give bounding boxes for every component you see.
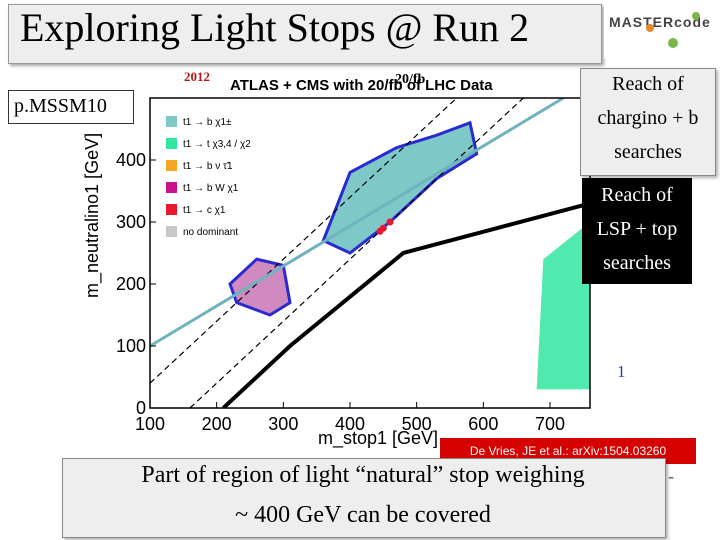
callout-line: Reach of	[601, 184, 673, 206]
best-fit-point	[376, 227, 384, 235]
legend-swatch	[166, 226, 177, 237]
y-axis-ticks: 0 100 200 300 400	[116, 150, 156, 418]
legend-label: t1 → b W χ1	[183, 183, 239, 194]
y-tick-label: 300	[116, 212, 146, 232]
y-tick-label: 0	[136, 398, 146, 418]
legend-label: t1 → b χ1±	[183, 117, 232, 128]
logo-text: MASTERcode	[609, 14, 711, 30]
plot-area	[150, 98, 590, 408]
conclusion-line: ~ 400 GeV can be covered	[235, 502, 491, 528]
lsp-reach-callout: Reach of LSP + top searches	[582, 178, 692, 284]
callout-line: searches	[614, 141, 682, 163]
page-marker: 1	[617, 362, 626, 381]
chart-legend: t1 → b χ1± t1 → t χ3,4 / χ2 t1 → b ν τ̃1 t1…	[166, 116, 251, 238]
main-stop-region	[321, 120, 479, 255]
chargino-reach-line	[150, 98, 565, 348]
conclusion-box	[62, 458, 666, 538]
logo-dot-icon	[668, 38, 678, 48]
model-label: p.MSSM10	[14, 95, 107, 117]
mastercode-logo	[604, 2, 716, 58]
x-tick-label: 400	[335, 414, 365, 434]
dashed-boundary-lower	[189, 98, 524, 408]
legend-swatch	[166, 160, 177, 171]
legend-swatch	[166, 138, 177, 149]
legend-label: no dominant	[183, 227, 238, 238]
y-tick-label: 200	[116, 274, 146, 294]
model-label-box	[8, 90, 134, 124]
callout-line: LSP + top	[596, 218, 678, 240]
legend-swatch	[166, 182, 177, 193]
chargino-reach-callout: Reach of chargino + b searches	[580, 68, 716, 176]
title-box	[8, 4, 602, 64]
x-tick-label: 100	[135, 414, 165, 434]
compressed-stop-region	[228, 257, 292, 317]
kinematic-limit-line	[221, 201, 590, 408]
slide-title: Exploring Light Stops @ Run 2	[20, 5, 530, 50]
legend-swatch	[166, 116, 177, 127]
callout-line: chargino + b	[597, 107, 699, 129]
x-tick-label: 200	[202, 414, 232, 434]
x-tick-label: 700	[535, 414, 565, 434]
best-fit-point	[386, 218, 394, 226]
chart-title: ATLAS + CMS with 20/fb of LHC Data	[230, 77, 493, 94]
legend-label: t1 → t χ3,4 / χ2	[183, 139, 251, 150]
logo-dot-icon	[646, 24, 654, 32]
y-axis-label: m_neutralino1 [GeV]	[82, 133, 103, 298]
legend-label: t1 → b ν τ̃1	[183, 161, 233, 172]
y-tick-label: 400	[116, 150, 146, 170]
y-tick-label: 100	[116, 336, 146, 356]
callout-line: searches	[603, 252, 671, 274]
trailing-mark: -	[668, 466, 674, 486]
stop-mass-chart: ATLAS + CMS with 20/fb of LHC Data 100 20…	[82, 77, 591, 449]
legend-swatch	[166, 204, 177, 215]
x-tick-label: 500	[402, 414, 432, 434]
luminosity-label: 20/fb	[395, 72, 426, 87]
x-axis-label: m_stop1 [GeV]	[318, 428, 438, 449]
x-axis-ticks: 100 200 300 400 500 600 700	[135, 402, 565, 434]
legend-label: t1 → c χ1	[183, 205, 226, 216]
heavy-stop-region	[536, 222, 590, 390]
conclusion-line: Part of region of light “natural” stop w…	[141, 462, 585, 488]
year-label: 2012	[184, 69, 210, 84]
x-tick-label: 600	[468, 414, 498, 434]
callout-line: Reach of	[612, 73, 684, 95]
x-tick-label: 300	[268, 414, 298, 434]
logo-dot-icon	[692, 12, 700, 20]
